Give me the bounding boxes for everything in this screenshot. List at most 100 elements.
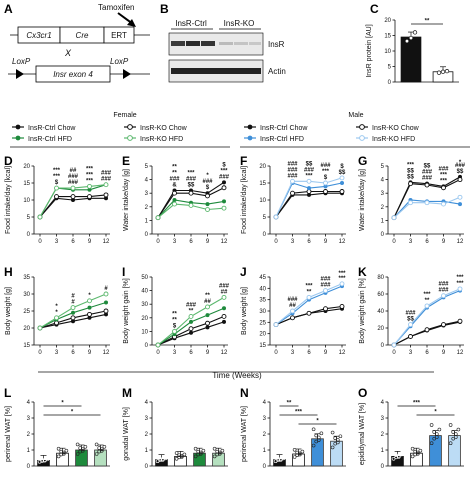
- panel-label-l: L: [4, 386, 11, 400]
- significance-label: *: [459, 160, 462, 166]
- significance-label: ***: [187, 170, 195, 176]
- data-point: [177, 453, 182, 458]
- cre-label: Cre: [76, 31, 89, 40]
- legend-marker-ctrl-chow: [247, 124, 253, 130]
- data-point: [198, 452, 203, 456]
- significance-label: ###: [438, 166, 449, 172]
- data-point: [273, 455, 278, 460]
- data-point: [221, 185, 227, 191]
- exon-label: Insr exon 4: [53, 70, 93, 79]
- data-point: [174, 456, 179, 461]
- x-tick-label: 9: [206, 350, 210, 356]
- panel-label-d: D: [4, 154, 13, 168]
- x-tick-label: 0: [274, 350, 278, 356]
- data-point: [179, 455, 184, 459]
- significance-label: ###: [405, 311, 416, 317]
- legend-male-item: InsR-KO Chow: [372, 125, 420, 132]
- significance-label: $: [206, 185, 210, 191]
- significance-label: ###: [219, 174, 230, 180]
- y-tick-label: 40: [259, 286, 266, 292]
- data-point: [418, 448, 423, 453]
- significance-label: ***: [456, 275, 464, 281]
- data-point: [429, 423, 434, 427]
- significance-label: ***: [53, 174, 61, 180]
- significance-label: **: [172, 311, 177, 317]
- data-point: [155, 342, 161, 348]
- legend-male-item: InsR-Ctrl Chow: [260, 125, 308, 132]
- data-point: [408, 181, 413, 187]
- data-point: [205, 325, 210, 330]
- y-axis-label: perirenal WAT [%]: [241, 406, 248, 462]
- y-tick-label: 30: [259, 309, 266, 315]
- y-tick-label: 60: [377, 292, 384, 298]
- y-axis-label: Body weight [g]: [241, 287, 248, 335]
- blot-group-ko: InsR-KO: [224, 19, 255, 28]
- panel-label-e: E: [122, 154, 130, 168]
- significance-label: ***: [86, 172, 94, 178]
- data-point: [188, 326, 194, 332]
- significance-label: ###: [320, 283, 331, 289]
- data-point: [444, 68, 450, 74]
- significance-label: *: [55, 310, 58, 316]
- y-tick-label: 2: [27, 432, 31, 438]
- y-tick-label: 1: [381, 218, 385, 224]
- x-tick-label: 12: [339, 239, 346, 245]
- y-tick-label: 2: [145, 432, 149, 438]
- data-point: [290, 178, 295, 184]
- x-tick-label: 9: [88, 239, 92, 245]
- significance-label: **: [189, 308, 194, 314]
- data-point: [295, 453, 300, 458]
- data-point: [99, 448, 104, 453]
- y-tick-label: 5: [27, 215, 31, 221]
- x-tick-label: 9: [206, 239, 210, 245]
- data-point: [221, 313, 227, 319]
- significance-label: ***: [86, 178, 94, 184]
- significance-label: $$: [457, 169, 464, 175]
- data-point: [441, 293, 446, 299]
- significance-label: *: [434, 410, 437, 416]
- significance-label: ##: [289, 303, 296, 309]
- panel-l: L 0 1 2 3 4 perirenal WAT [%] * *: [4, 386, 110, 470]
- y-axis-label: Water intake/day [g]: [123, 169, 130, 231]
- significance-label: #: [71, 294, 75, 300]
- significance-label: ***: [338, 271, 346, 277]
- y-tick-label: 35: [259, 298, 266, 304]
- data-point: [424, 200, 430, 206]
- y-tick-label: 0: [381, 232, 385, 238]
- significance-label: *: [316, 419, 319, 425]
- data-point: [440, 69, 446, 74]
- y-tick-label: 2: [145, 205, 149, 211]
- data-point: [87, 187, 92, 192]
- y-tick-label: 80: [377, 275, 384, 281]
- significance-label: ###: [304, 167, 315, 173]
- significance-label: ###: [219, 283, 230, 289]
- significance-label: $: [340, 164, 344, 170]
- y-tick-label: 15: [23, 343, 30, 349]
- data-point: [290, 315, 295, 321]
- x-tick-label: 0: [156, 239, 160, 245]
- x-tick-label: 3: [173, 239, 177, 245]
- data-point: [297, 452, 302, 457]
- data-point: [75, 452, 80, 456]
- data-point: [94, 442, 99, 447]
- data-point: [335, 440, 340, 445]
- data-point: [432, 436, 437, 441]
- x-tick-label: 0: [38, 350, 42, 356]
- data-point: [59, 449, 64, 454]
- data-point: [436, 70, 442, 75]
- significance-label: ***: [220, 168, 228, 174]
- legend-marker-ctrl-chow: [15, 124, 21, 130]
- y-tick-label: 3: [381, 416, 385, 422]
- x-tick-label: 12: [457, 350, 464, 356]
- bar: [429, 435, 442, 467]
- data-point: [273, 322, 279, 328]
- significance-label: ***: [440, 178, 448, 184]
- y-tick-label: 0: [263, 464, 267, 470]
- panel-c: C 0 5 10 15 20 InsR protein [AU] **: [366, 2, 459, 86]
- y-tick-label: 0: [27, 464, 31, 470]
- x-tick-label: 3: [55, 350, 59, 356]
- y-tick-label: 10: [384, 49, 391, 55]
- y-tick-label: 20: [377, 326, 384, 332]
- data-point: [188, 202, 194, 208]
